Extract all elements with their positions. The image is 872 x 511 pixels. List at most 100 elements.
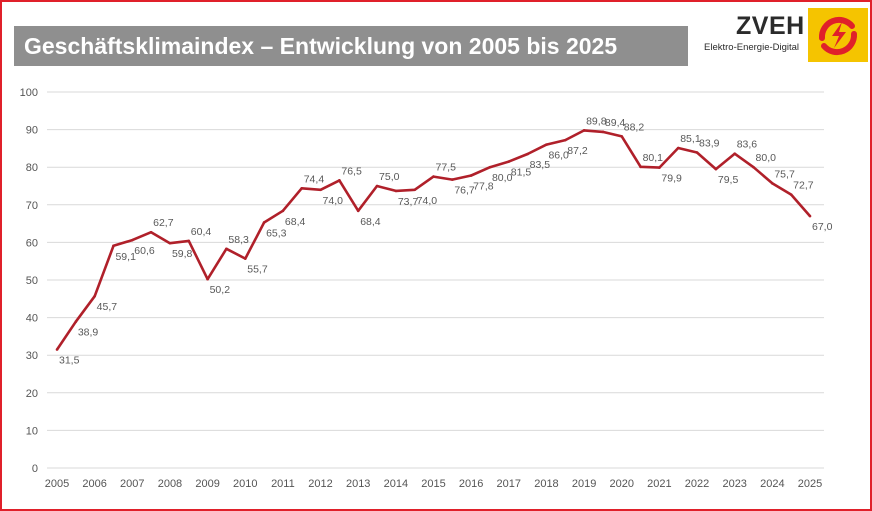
data-point [413,188,416,192]
y-tick-label: 50 [26,275,38,287]
data-point [526,152,529,156]
data-label: 62,7 [153,217,174,229]
data-label: 83,6 [737,139,758,151]
data-point [74,320,78,324]
data-label: 80,1 [643,152,664,164]
data-point [206,277,209,281]
y-tick-label: 30 [26,350,38,362]
data-label: 74,0 [417,195,438,207]
data-point [733,152,736,155]
data-label: 88,2 [624,121,645,133]
x-tick-label: 2023 [722,478,746,490]
y-tick-label: 20 [26,388,38,400]
data-label: 83,9 [699,138,720,150]
data-label: 74,4 [304,173,325,185]
y-tick-label: 70 [26,200,38,212]
data-point [601,130,605,134]
y-tick-label: 10 [26,425,38,437]
data-label: 59,1 [115,251,136,263]
data-point [639,165,642,169]
x-tick-label: 2008 [158,478,182,490]
data-label: 38,9 [78,327,99,339]
data-point [168,241,172,245]
x-tick-label: 2024 [760,478,784,490]
data-point [563,138,567,142]
data-point [319,188,322,192]
x-tick-label: 2021 [647,478,671,490]
data-point [545,143,548,146]
x-tick-label: 2013 [346,478,370,490]
data-label: 58,3 [228,234,249,246]
data-label: 68,4 [285,216,306,228]
data-label: 75,0 [379,171,400,183]
data-point [375,184,379,188]
x-tick-label: 2012 [308,478,332,490]
data-label: 79,9 [661,173,682,185]
data-point [695,151,699,154]
data-label: 77,5 [436,162,457,174]
data-label: 76,7 [454,185,475,197]
data-point [225,247,228,251]
data-label: 55,7 [247,264,268,276]
logo-name: ZVEH [736,12,805,40]
data-label: 74,0 [323,195,344,207]
data-label: 77,8 [473,180,494,192]
data-label: 60,6 [134,245,155,257]
data-label: 86,0 [548,150,569,162]
x-tick-label: 2009 [195,478,219,490]
data-point [262,221,266,224]
data-label: 31,5 [59,355,80,367]
x-tick-label: 2005 [45,478,69,490]
data-point [93,294,96,298]
data-point [131,238,134,242]
y-tick-label: 40 [26,313,38,325]
data-label: 80,0 [492,172,513,184]
data-label: 85,1 [680,133,701,145]
data-label: 76,5 [341,165,362,177]
data-label: 45,7 [97,301,118,313]
data-point [676,146,680,150]
data-label: 80,0 [756,152,777,164]
y-tick-label: 100 [20,87,38,99]
data-point [451,178,454,181]
data-point [281,209,285,213]
data-point [432,175,435,178]
data-label: 87,2 [567,145,588,157]
data-point [394,189,398,193]
data-point [658,166,661,169]
data-point [507,160,511,163]
x-tick-label: 2025 [798,478,822,490]
x-tick-label: 2010 [233,478,257,490]
data-point [300,186,304,190]
series-line [55,129,811,351]
data-point [149,230,153,234]
x-tick-label: 2016 [459,478,483,490]
data-point [187,239,191,243]
x-tick-label: 2018 [534,478,558,490]
data-point [243,257,247,260]
data-point [808,214,812,218]
data-point [112,244,115,248]
logo-subtitle: Elektro-Energie-Digital [704,42,800,53]
data-label: 75,7 [774,168,795,180]
data-point [789,193,793,196]
x-tick-label: 2015 [421,478,445,490]
data-point [469,174,473,177]
chart-title: Geschäftsklimaindex – Entwicklung von 20… [24,32,618,59]
data-label: 60,4 [191,226,212,238]
x-tick-label: 2022 [685,478,709,490]
data-point [338,179,341,182]
x-tick-label: 2020 [610,478,634,490]
data-point [356,209,360,213]
y-tick-label: 0 [32,463,38,475]
data-label: 50,2 [210,284,231,296]
data-label: 65,3 [266,227,287,239]
y-tick-label: 90 [26,125,38,137]
data-label: 89,4 [605,117,626,129]
data-label: 59,8 [172,248,193,260]
data-label: 68,4 [360,216,381,228]
data-point [488,165,492,169]
logo-mark-icon [808,8,868,62]
